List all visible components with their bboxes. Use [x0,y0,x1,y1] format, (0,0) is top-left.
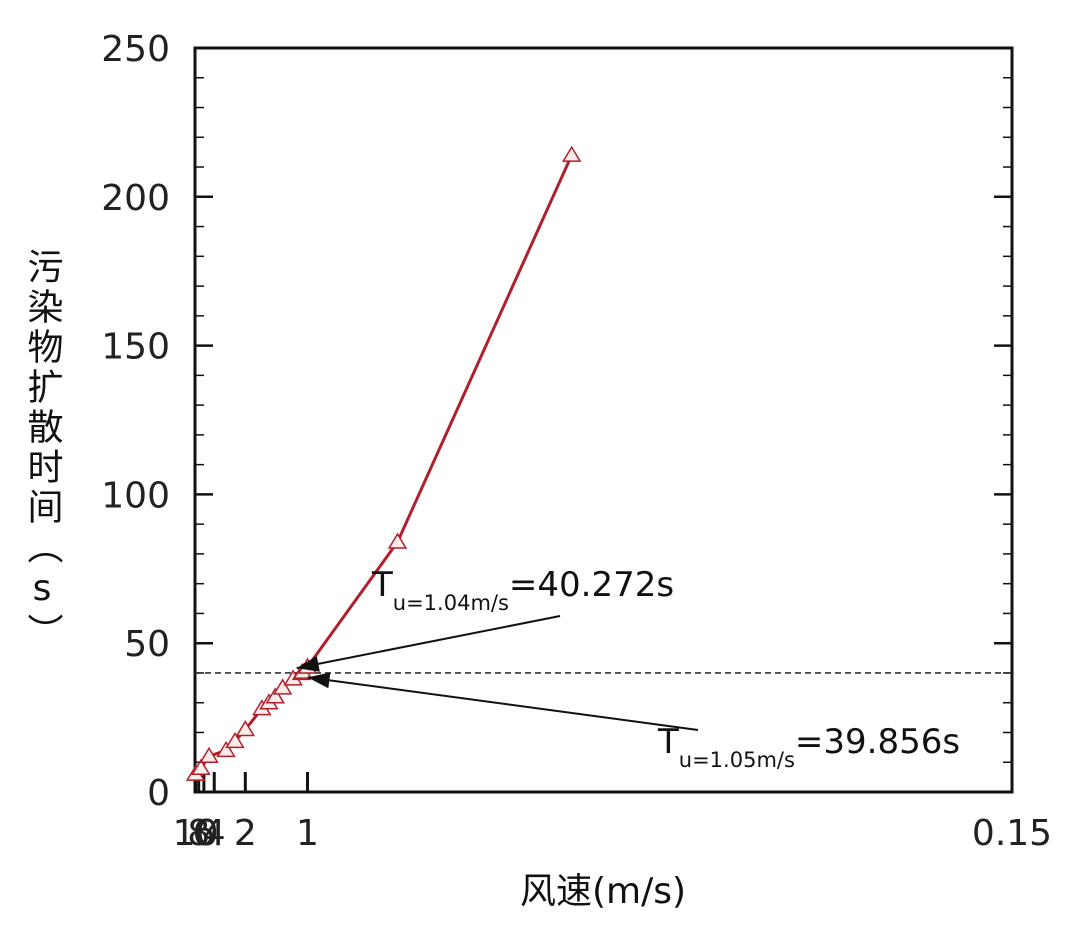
annotation-arrow-u104-head [296,656,320,672]
triangle-marker [191,758,211,775]
y-axis-ticks: 0 50 100 150 200 250 [101,29,1012,814]
triangle-marker [265,687,285,704]
annotation-arrow-u104-shaft [296,615,561,670]
annotation-u105: Tu=1.05m/s=39.856s [657,722,960,772]
plot-frame [193,46,1014,794]
triangle-marker [225,731,245,749]
triangle-marker [387,532,408,549]
annotation-u104-value: =40.272s [509,565,674,605]
triangle-marker [199,746,219,764]
x-tick-label: 8 [187,813,210,854]
triangle-marker [561,145,582,162]
y-tick-label: 250 [101,29,170,70]
annotation-u105-main: T [657,722,679,762]
x-tick-label: 10 [173,813,219,854]
annotation-u104-sub: u=1.04m/s [393,591,509,615]
x-tick-label: 6 [192,813,215,854]
triangle-marker [216,740,236,758]
series-markers [185,145,582,781]
annotation-u104-main: T [371,565,393,605]
annotation-arrow-u105-shaft [307,676,699,731]
x-tick-label: 1 [296,813,319,854]
annotation-u105-sub: u=1.05m/s [679,748,795,772]
annotation-arrow-u105-head [307,672,331,689]
y-tick-label: 150 [101,327,170,368]
annotation-u104: Tu=1.04m/s=40.272s [371,565,674,615]
x-tick-label: 2 [234,813,257,854]
y-tick-label: 0 [147,773,170,814]
triangle-marker [235,720,256,737]
y-tick-label: 50 [124,624,170,665]
annotation-u105-value: =39.856s [795,722,960,762]
x-tick-label: 0.15 [972,813,1052,854]
series-line [194,154,574,776]
plot-border [193,46,1014,794]
x-axis-title: 风速(m/s) [520,871,686,912]
axis-titles: 风速(m/s) 污染物扩散时间（s） [22,248,687,912]
y-axis-title: 污染物扩散时间（s） [22,248,64,653]
triangle-marker [272,678,293,695]
y-tick-label: 100 [101,475,170,516]
y-tick-label: 200 [101,178,170,219]
series-polyline [194,154,574,776]
x-tick-label: 4 [203,813,226,854]
